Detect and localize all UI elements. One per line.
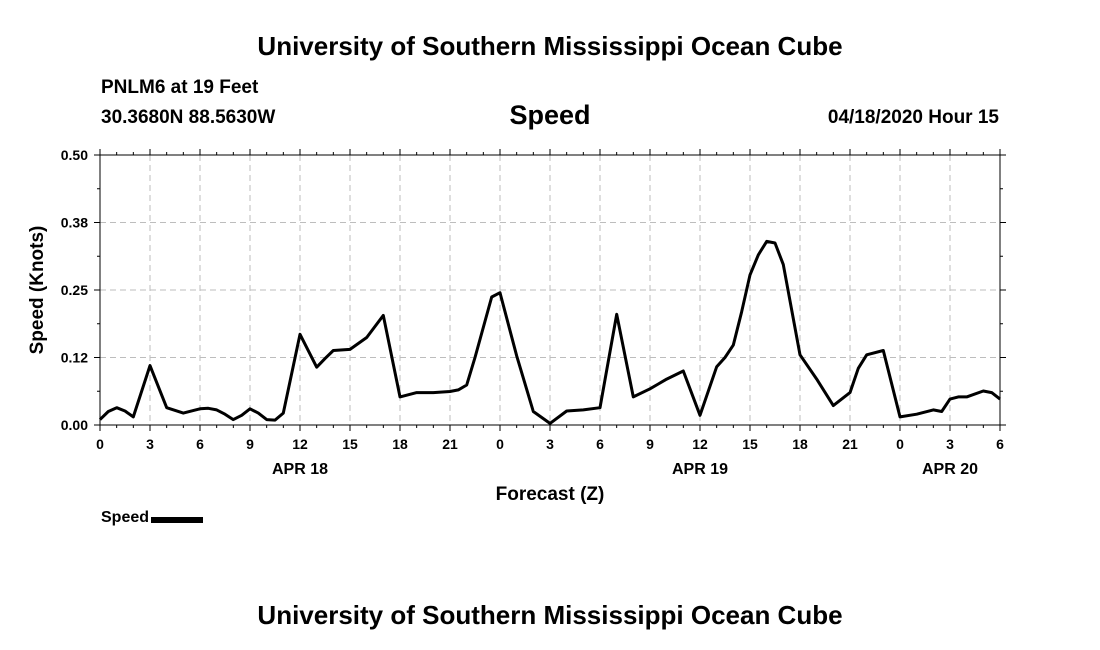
footer-title: University of Southern Mississippi Ocean… <box>257 600 843 630</box>
legend: Speed <box>101 509 204 527</box>
coordinates-label: 30.3680N 88.5630W <box>101 107 276 128</box>
x-tick-label: 9 <box>246 436 254 452</box>
x-tick-label: 0 <box>896 436 904 452</box>
legend-label: Speed <box>101 509 150 526</box>
x-tick-label: 6 <box>596 436 604 452</box>
y-tick-label: 0.38 <box>61 215 88 231</box>
x-tick-label: 6 <box>996 436 1004 452</box>
page-title: University of Southern Mississippi Ocean… <box>257 31 843 61</box>
y-tick-label: 0.12 <box>61 350 88 366</box>
chart-title: Speed <box>509 100 591 130</box>
x-tick-label: 15 <box>342 436 358 452</box>
x-tick-label: 12 <box>292 436 308 452</box>
y-axis-label: Speed (Knots) <box>27 226 48 355</box>
x-tick-label: 21 <box>442 436 458 452</box>
y-tick-label: 0.25 <box>61 282 88 298</box>
day-label: APR 20 <box>922 461 978 478</box>
datetime-label: 04/18/2020 Hour 15 <box>827 107 999 128</box>
y-tick-label: 0.50 <box>61 147 88 163</box>
day-label: APR 18 <box>272 461 328 478</box>
x-tick-label: 6 <box>196 436 204 452</box>
x-tick-label: 3 <box>146 436 154 452</box>
x-tick-label: 12 <box>692 436 708 452</box>
x-tick-label: 15 <box>742 436 758 452</box>
day-label: APR 19 <box>672 461 728 478</box>
x-tick-label: 18 <box>392 436 408 452</box>
x-tick-label: 3 <box>546 436 554 452</box>
x-tick-label: 21 <box>842 436 858 452</box>
x-tick-label: 18 <box>792 436 808 452</box>
x-tick-label: 3 <box>946 436 954 452</box>
x-tick-label: 0 <box>496 436 504 452</box>
speed-series-line <box>98 239 1001 425</box>
x-tick-label: 9 <box>646 436 654 452</box>
x-axis-label: Forecast (Z) <box>496 484 605 505</box>
x-tick-label: 0 <box>96 436 104 452</box>
y-tick-label: 0.00 <box>61 417 88 433</box>
station-label: PNLM6 at 19 Feet <box>101 77 259 98</box>
legend-line-swatch <box>151 516 204 523</box>
